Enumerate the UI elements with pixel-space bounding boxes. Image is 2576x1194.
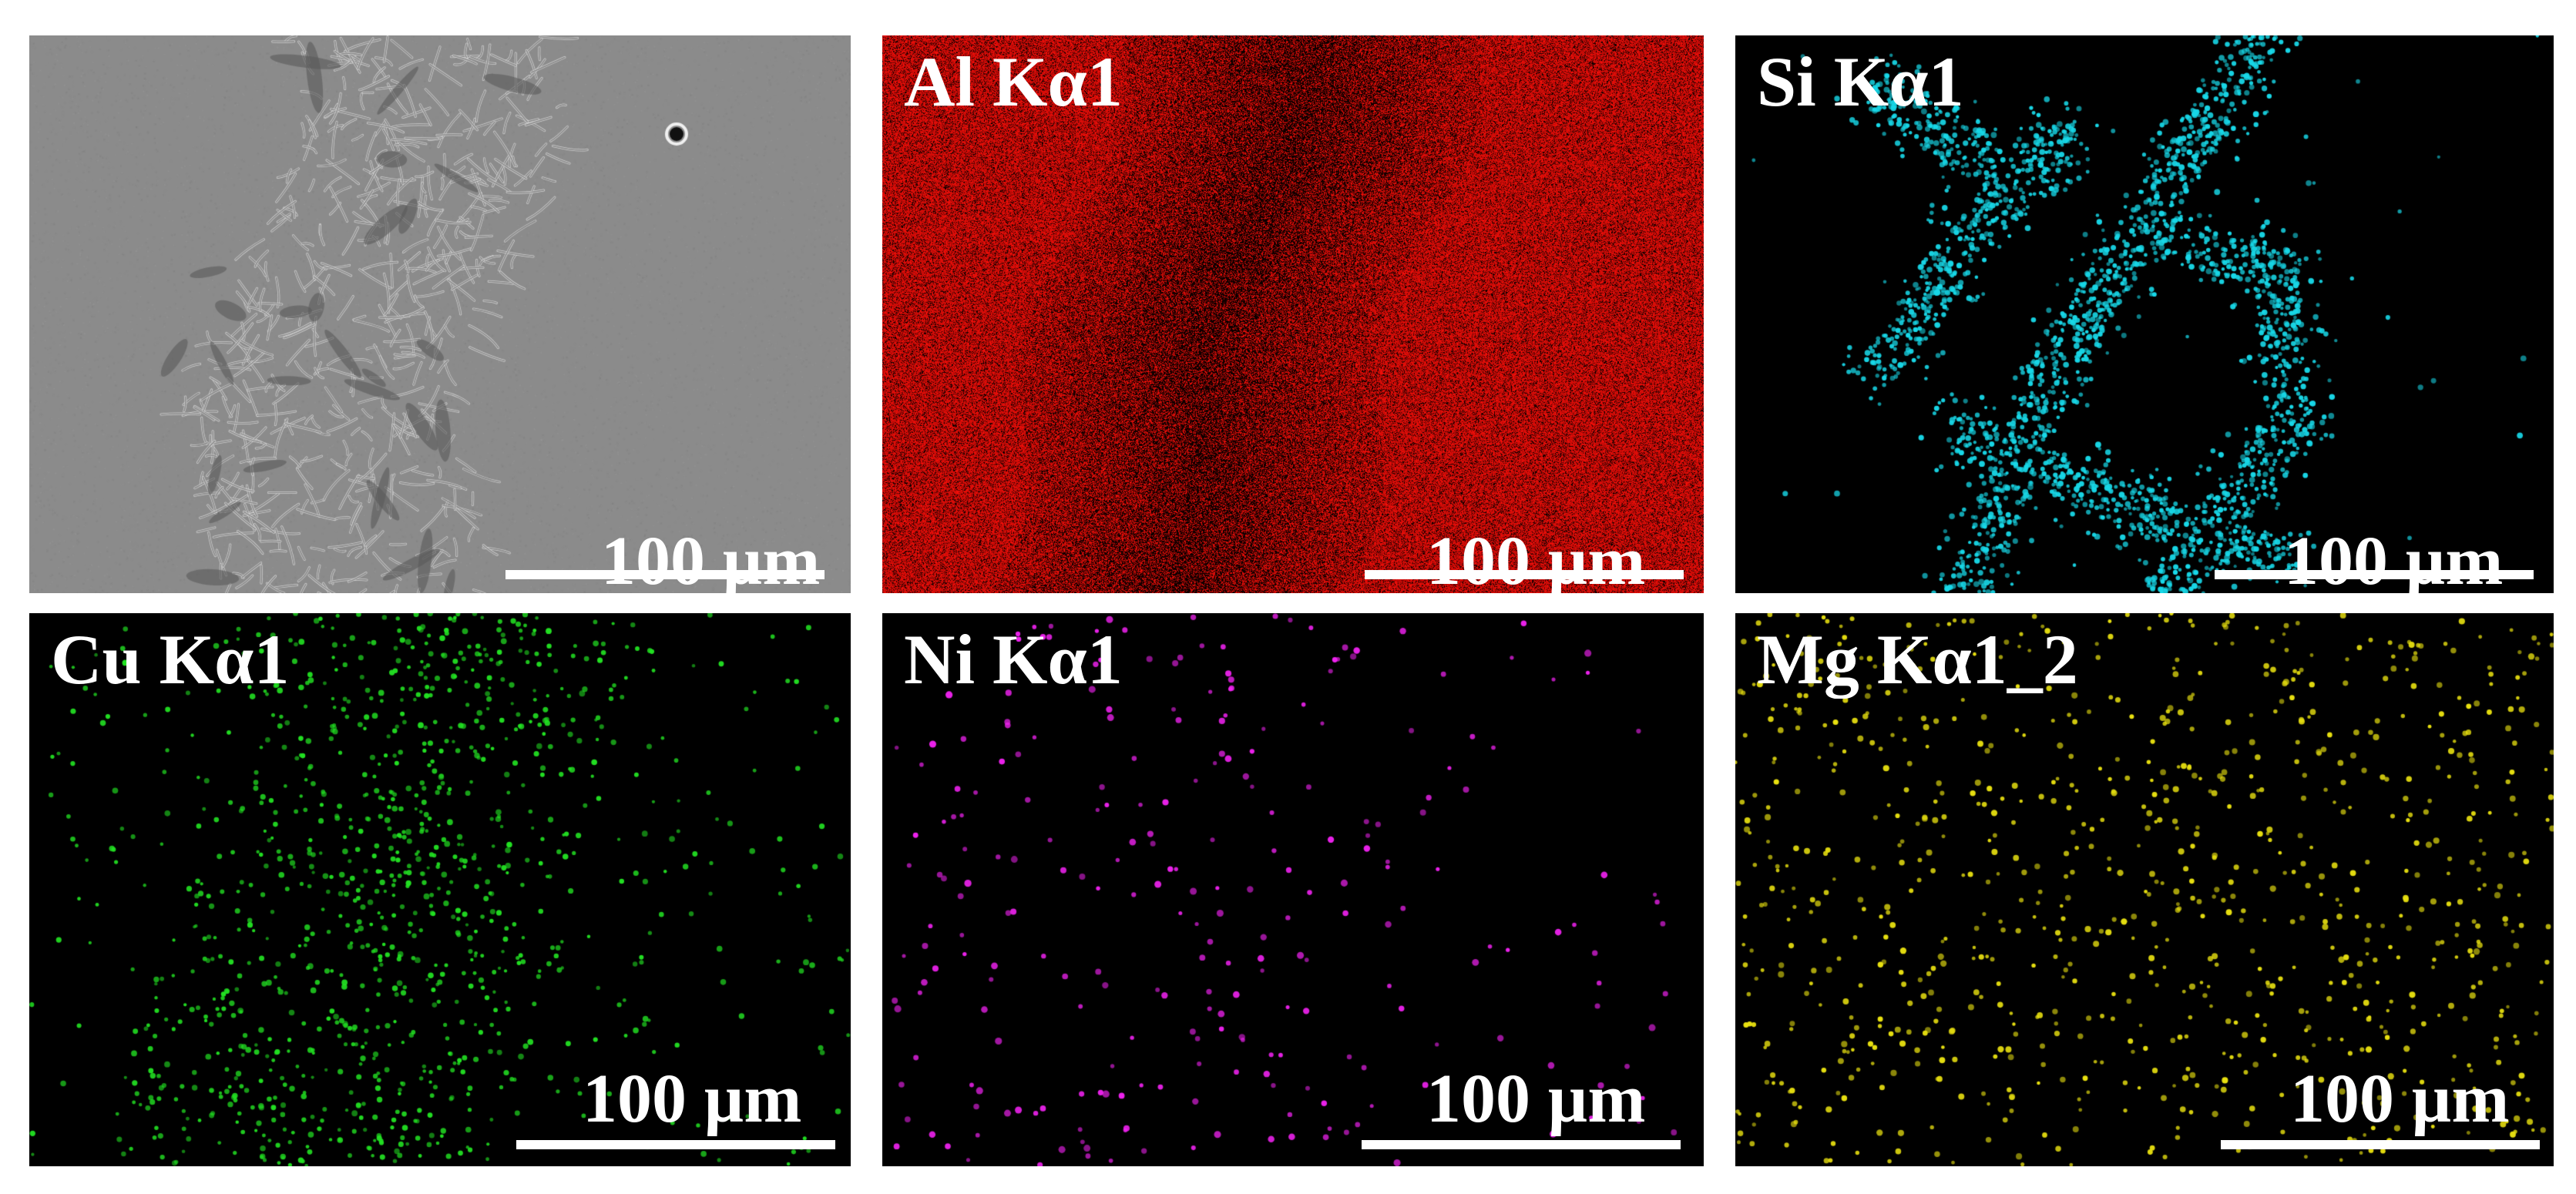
mg-map-panel: Mg Kα1_2 100 µm — [1735, 613, 2554, 1166]
scale-bar — [2215, 570, 2534, 579]
scale-bar-label: 100 µm — [601, 523, 821, 594]
si-map-panel: Si Kα1 100 µm — [1735, 35, 2554, 593]
sem-micrograph — [29, 35, 851, 593]
scale-bar — [1365, 570, 1684, 579]
scale-bar-label: 100 µm — [583, 1061, 802, 1137]
mg-map-label: Mg Kα1_2 — [1757, 620, 2078, 699]
ni-element-map — [882, 613, 1704, 1166]
scale-bar-label: 100 µm — [2284, 523, 2504, 594]
scale-bar — [1362, 1140, 1681, 1149]
al-map-panel: Al Kα1 100 µm — [882, 35, 1704, 593]
scale-bar — [516, 1140, 835, 1149]
si-map-label: Si Kα1 — [1757, 42, 1964, 121]
cu-map-panel: Cu Kα1 100 µm — [29, 613, 851, 1166]
scale-bar — [2221, 1140, 2540, 1149]
si-element-map — [1735, 35, 2554, 593]
scale-bar-label: 100 µm — [1426, 523, 1646, 594]
scale-bar-label: 100 µm — [1426, 1061, 1646, 1137]
al-element-map — [882, 35, 1704, 593]
ni-map-panel: Ni Kα1 100 µm — [882, 613, 1704, 1166]
cu-map-label: Cu Kα1 — [51, 620, 290, 699]
al-map-label: Al Kα1 — [904, 42, 1123, 121]
cu-element-map — [29, 613, 851, 1166]
sem-image-panel: 100 µm — [29, 35, 851, 593]
scale-bar — [505, 570, 825, 579]
scale-bar-label: 100 µm — [2290, 1061, 2510, 1137]
mg-element-map — [1735, 613, 2554, 1166]
ni-map-label: Ni Kα1 — [904, 620, 1123, 699]
